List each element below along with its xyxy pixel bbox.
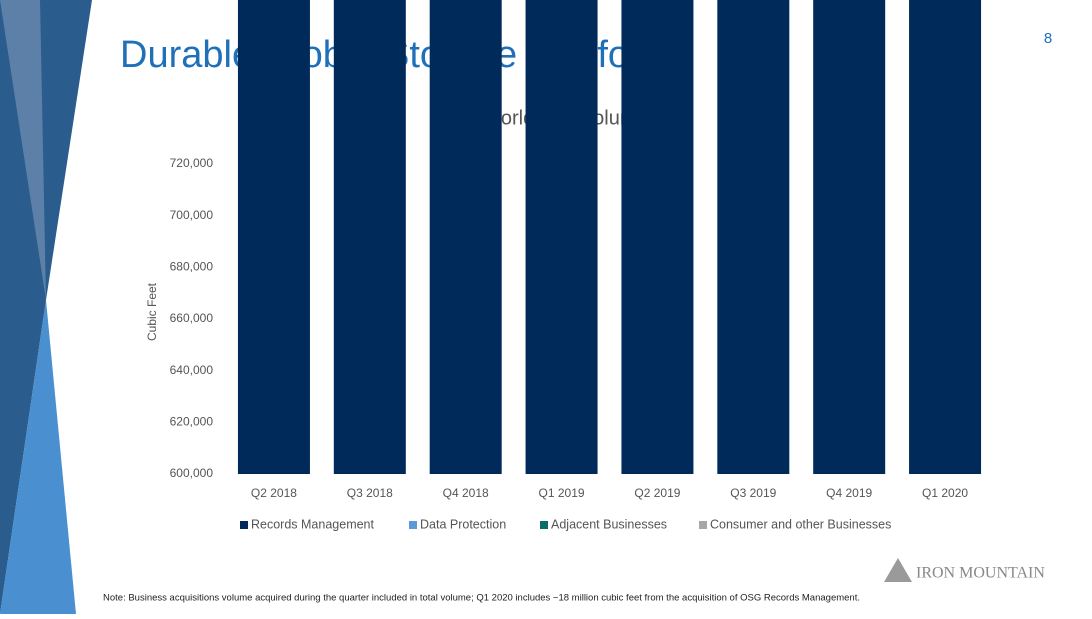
bar-segment: [813, 0, 886, 474]
x-tick-label: Q4 2018: [443, 486, 489, 500]
legend-swatch: [409, 521, 417, 529]
legend-label: Adjacent Businesses: [551, 517, 667, 531]
y-tick-label: 620,000: [170, 415, 214, 429]
y-axis-label: Cubic Feet: [145, 282, 159, 341]
logo: IRON MOUNTAIN: [916, 565, 1045, 582]
x-tick-label: Q4 2019: [826, 486, 872, 500]
note: Note: Business acquisitions volume acqui…: [103, 593, 860, 604]
x-tick-label: Q3 2018: [347, 486, 393, 500]
decor: [0, 300, 76, 614]
x-tick-label: Q1 2020: [922, 486, 968, 500]
legend-label: Consumer and other Businesses: [710, 517, 891, 531]
logo-icon: [884, 558, 912, 582]
bar-segment: [909, 0, 982, 474]
y-tick-label: 720,000: [170, 156, 214, 170]
y-tick-label: 640,000: [170, 363, 214, 377]
bar-segment: [333, 0, 406, 474]
page-number: 8: [1044, 30, 1052, 47]
legend-swatch: [540, 521, 548, 529]
x-tick-label: Q2 2019: [634, 486, 680, 500]
decor: [0, 0, 92, 614]
decor: [0, 0, 46, 300]
bar-segment: [621, 0, 694, 474]
y-tick-label: 700,000: [170, 208, 214, 222]
x-tick-label: Q2 2018: [251, 486, 297, 500]
bar-segment: [525, 0, 598, 474]
y-tick-label: 660,000: [170, 311, 214, 325]
x-tick-label: Q1 2019: [539, 486, 585, 500]
bar-segment: [429, 0, 502, 474]
legend-label: Data Protection: [420, 517, 506, 531]
bar-segment: [237, 0, 310, 474]
bar-segment: [717, 0, 790, 474]
y-tick-label: 680,000: [170, 260, 214, 274]
x-tick-label: Q3 2019: [730, 486, 776, 500]
legend-label: Records Management: [251, 517, 375, 531]
y-tick-label: 600,000: [170, 466, 214, 480]
legend-swatch: [699, 521, 707, 529]
legend-swatch: [240, 521, 248, 529]
